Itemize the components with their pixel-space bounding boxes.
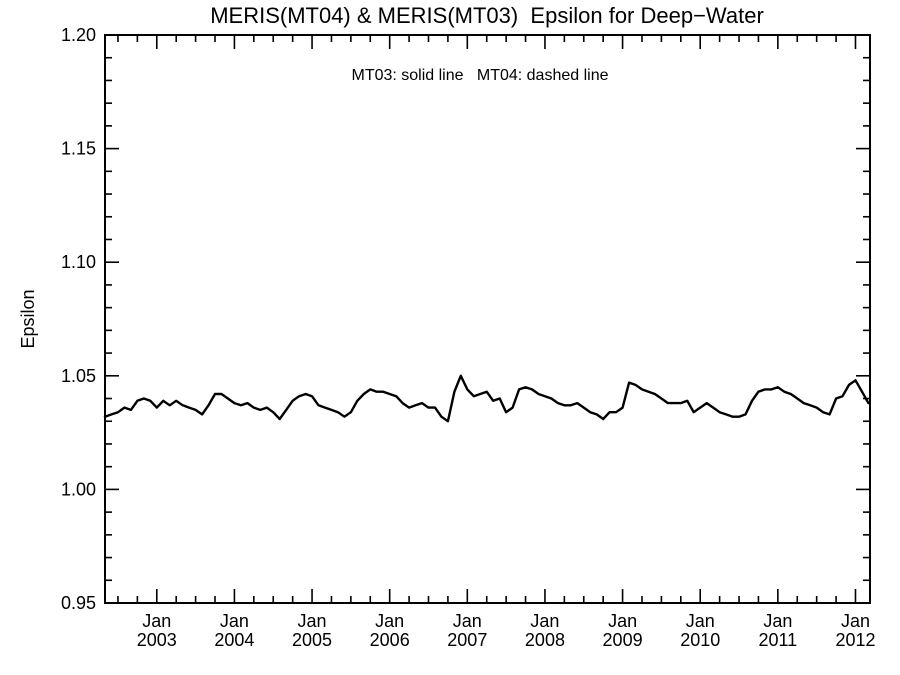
- x-tick-label-month: Jan: [530, 611, 559, 631]
- x-tick-label-month: Jan: [686, 611, 715, 631]
- x-tick-label-month: Jan: [608, 611, 637, 631]
- x-tick-label-month: Jan: [763, 611, 792, 631]
- y-tick-label: 1.10: [61, 252, 96, 272]
- x-tick-label-year: 2004: [214, 630, 254, 650]
- plot-frame: [104, 34, 871, 604]
- x-tick-label-year: 2007: [447, 630, 487, 650]
- y-tick-label: 0.95: [61, 593, 96, 613]
- epsilon-line-mt03: [103, 374, 870, 423]
- y-tick-label: 1.15: [61, 139, 96, 159]
- x-tick-label-year: 2005: [292, 630, 332, 650]
- x-tick-label-year: 2012: [835, 630, 875, 650]
- x-tick-label-month: Jan: [298, 611, 327, 631]
- x-tick-label-month: Jan: [375, 611, 404, 631]
- x-tick-label-year: 2008: [525, 630, 565, 650]
- axes: 0.951.001.051.101.151.20Jan2003Jan2004Ja…: [61, 25, 876, 650]
- y-tick-label: 1.00: [61, 479, 96, 499]
- y-tick-label: 1.05: [61, 366, 96, 386]
- x-tick-label-year: 2011: [758, 630, 797, 650]
- y-tick-label: 1.20: [61, 25, 96, 45]
- x-tick-label-year: 2010: [680, 630, 720, 650]
- legend-annotation: MT03: solid line MT04: dashed line: [351, 67, 608, 84]
- x-tick-label-year: 2009: [603, 630, 643, 650]
- data-series-group: [103, 374, 870, 423]
- chart-title: MERIS(MT04) & MERIS(MT03) Epsilon for De…: [210, 3, 764, 28]
- x-tick-label-month: Jan: [841, 611, 870, 631]
- x-tick-label-year: 2003: [137, 630, 177, 650]
- y-axis-label: Epsilon: [18, 289, 38, 348]
- x-tick-label-year: 2006: [370, 630, 410, 650]
- x-tick-label-month: Jan: [453, 611, 482, 631]
- x-tick-label-month: Jan: [220, 611, 249, 631]
- x-tick-label-month: Jan: [142, 611, 171, 631]
